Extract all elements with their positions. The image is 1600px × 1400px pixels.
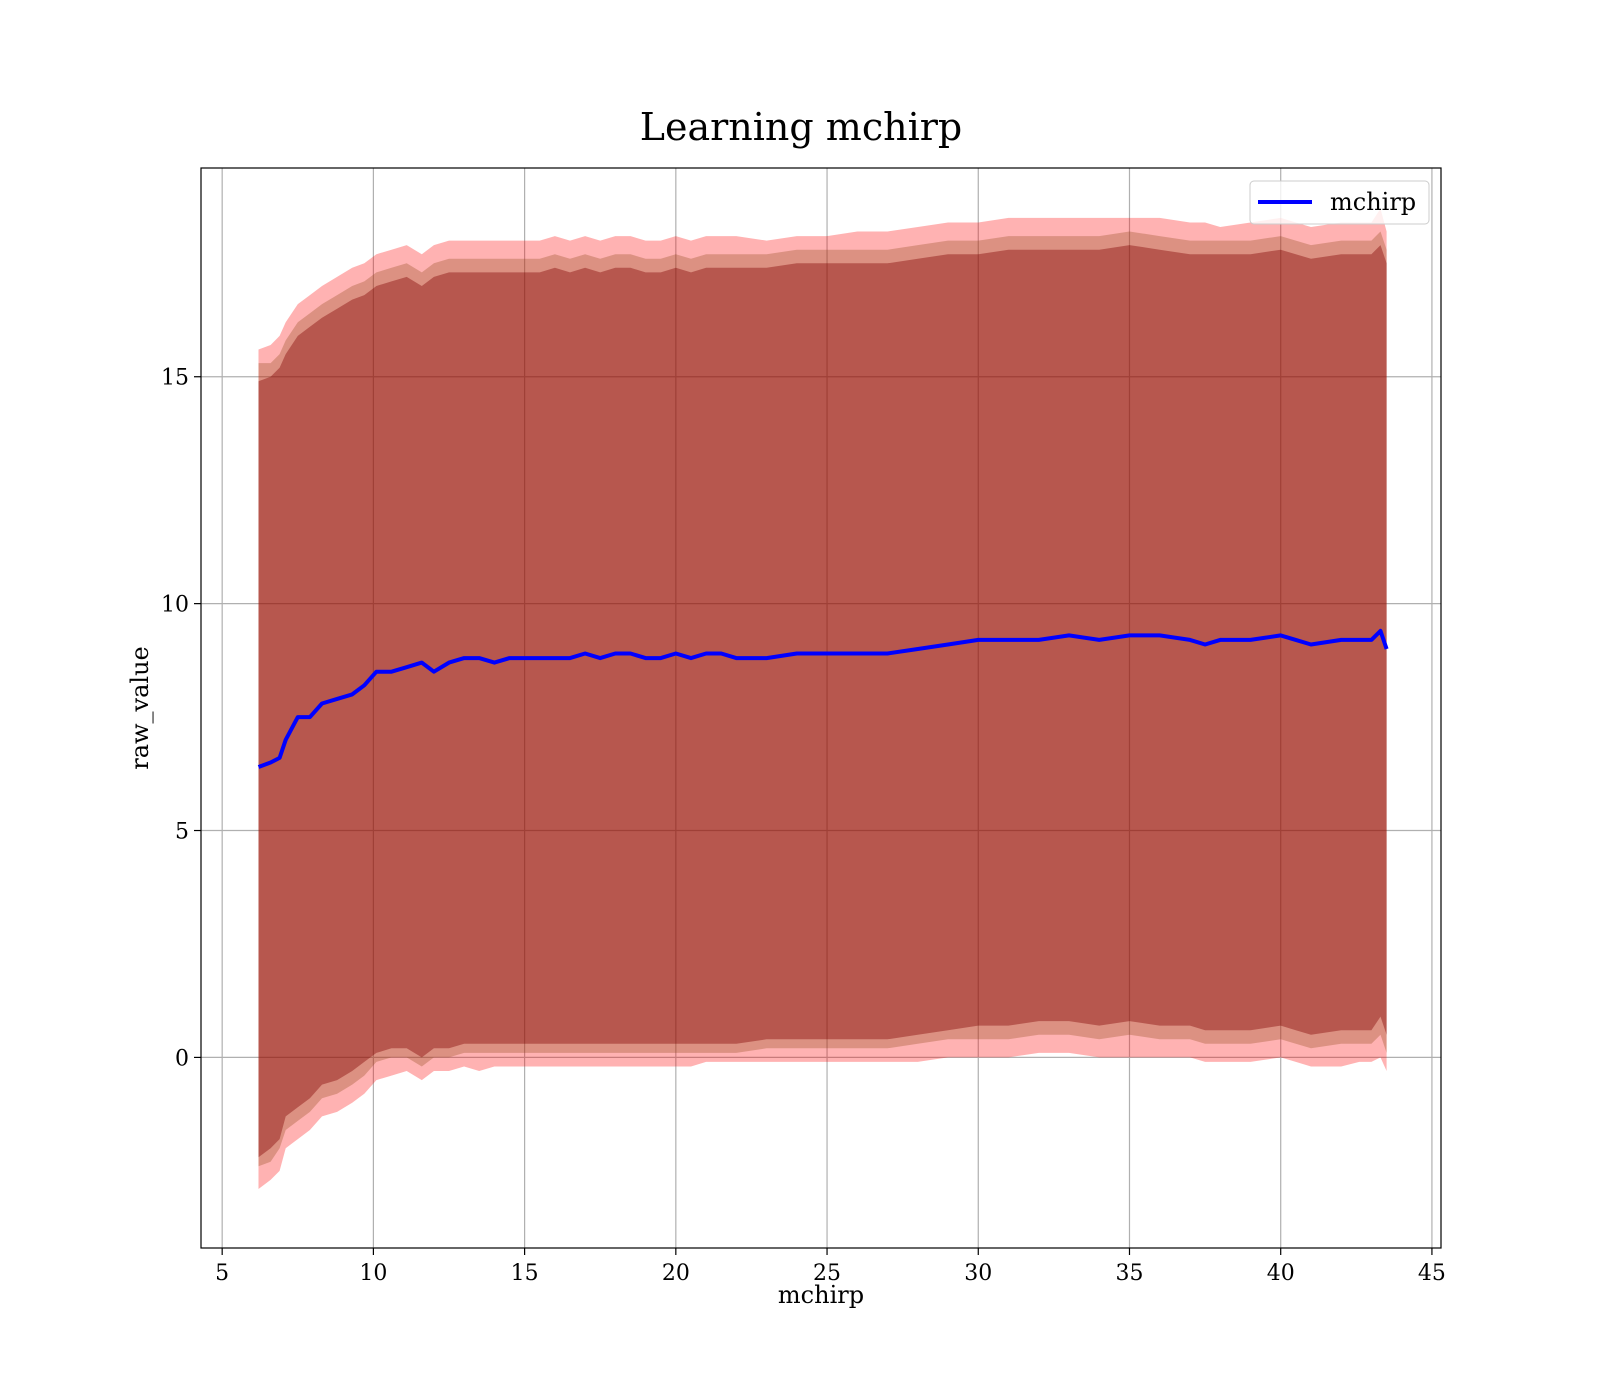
legend-label: mchirp <box>1330 188 1416 216</box>
x-axis-label: mchirp <box>778 1281 864 1309</box>
x-tick-label: 45 <box>1418 1261 1446 1286</box>
x-tick-label: 5 <box>215 1261 229 1286</box>
x-tick-label: 10 <box>359 1261 387 1286</box>
band-outer <box>258 208 1387 1190</box>
y-tick-label: 5 <box>175 820 189 845</box>
x-tick-label: 35 <box>1115 1261 1143 1286</box>
confidence-bands <box>258 208 1387 1190</box>
x-tick-label: 20 <box>662 1261 690 1286</box>
x-tick-label: 40 <box>1267 1261 1295 1286</box>
y-axis-ticks: 0 5 10 15 <box>161 366 201 1071</box>
band-inner <box>258 245 1387 1158</box>
x-axis-ticks: 5 10 15 20 25 30 35 40 45 <box>215 1248 1446 1286</box>
plot-frame <box>200 167 1442 1249</box>
legend-box <box>1249 180 1430 225</box>
series-line-0 <box>257 628 1389 769</box>
y-axis-label: raw_value <box>126 646 154 770</box>
chart-title: Learning mchirp <box>640 105 962 149</box>
band-middle <box>258 231 1387 1167</box>
x-tick-label: 15 <box>511 1261 539 1286</box>
series-lines <box>257 628 1389 769</box>
x-tick-label: 25 <box>813 1261 841 1286</box>
legend: mchirp <box>1249 180 1430 225</box>
y-tick-label: 10 <box>161 593 189 618</box>
grid <box>201 168 1441 1248</box>
y-tick-label: 0 <box>175 1046 189 1071</box>
x-tick-label: 30 <box>964 1261 992 1286</box>
y-tick-label: 15 <box>161 366 189 391</box>
